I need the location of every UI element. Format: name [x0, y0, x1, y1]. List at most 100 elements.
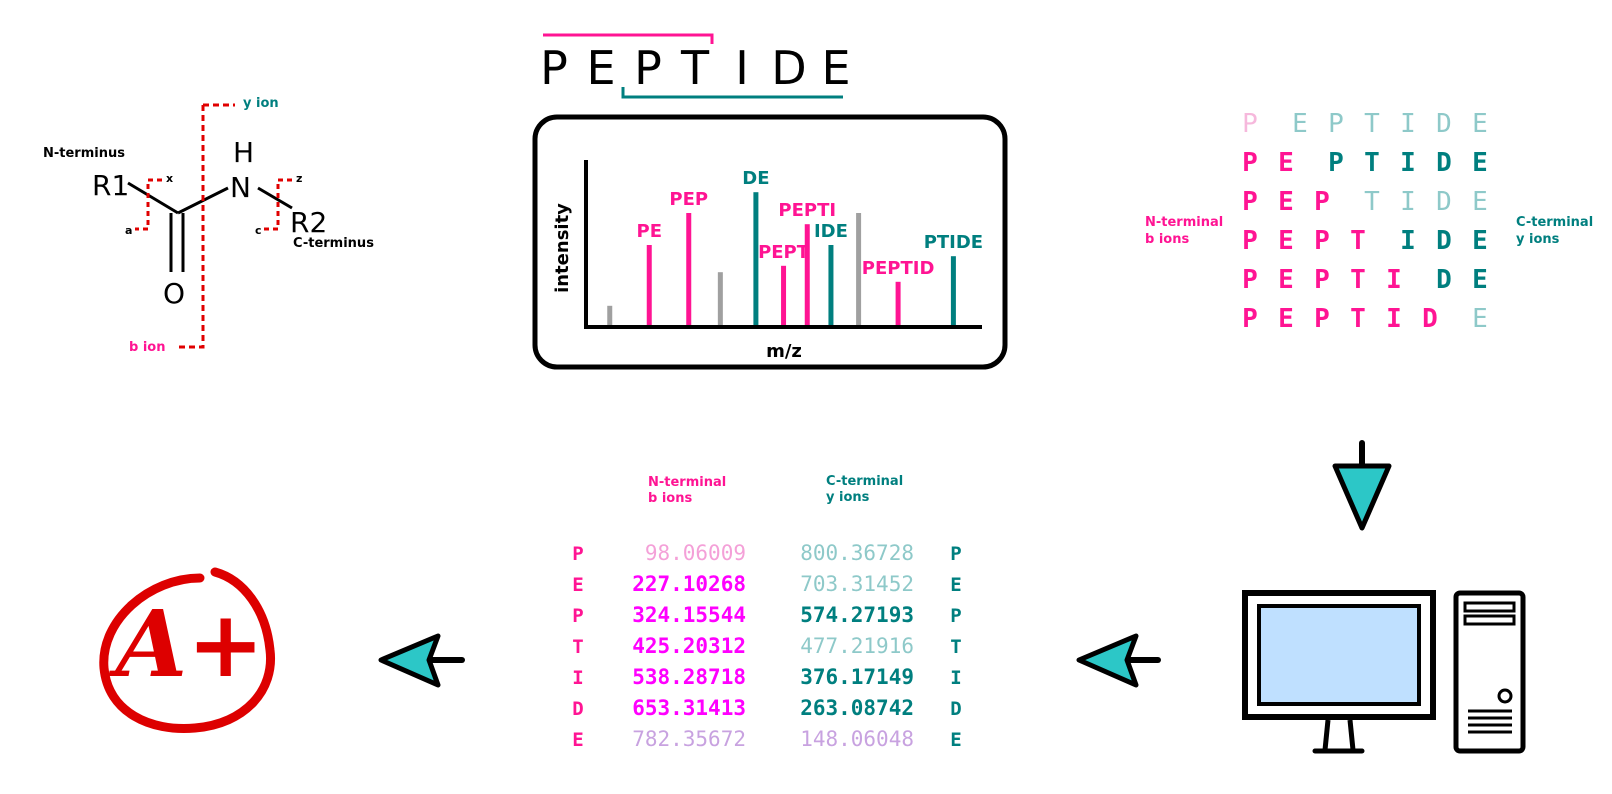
table-residue-b: D [572, 698, 583, 720]
ladder-letter: I [1400, 226, 1416, 256]
ladder-letter: P [1242, 265, 1258, 295]
n-atom: N [230, 171, 251, 204]
ladder-letter: P [1242, 304, 1258, 334]
h-atom: H [233, 136, 254, 169]
title-letter: T [680, 41, 710, 95]
spectrum-bar [828, 245, 834, 325]
bar-label: DE [742, 168, 769, 189]
ladder-letter: P [1242, 148, 1258, 178]
table-c-header-2: y ions [826, 490, 870, 505]
r2-label: R2 [290, 206, 327, 239]
spectrum-bar [717, 272, 723, 325]
ladder-letter: T [1364, 109, 1380, 139]
ladder-letter: T [1364, 187, 1380, 217]
ladder-letter: E [1472, 265, 1488, 295]
table-residue-y: T [950, 636, 961, 658]
b-y-cleavage-line [178, 105, 205, 349]
spectrum-bar [856, 213, 862, 325]
ladder-letter: P [1328, 109, 1344, 139]
spectrum-bar [950, 256, 956, 325]
bar-label: IDE [814, 221, 848, 242]
table-b-mass: 782.35672 [632, 727, 746, 751]
ladder-letter: E [1278, 187, 1294, 217]
ladder-letter: E [1472, 148, 1488, 178]
spectrum-bar [781, 265, 787, 325]
c-ion-label: c [255, 224, 262, 237]
ladder-letter: E [1292, 109, 1308, 139]
bar-label: PEP [669, 189, 708, 210]
computer-icon [1242, 590, 1526, 754]
table-residue-y: E [950, 574, 961, 596]
ladder-letter: T [1350, 265, 1366, 295]
ladder-letter: E [1278, 304, 1294, 334]
left-arrow-icon-right [1076, 633, 1161, 688]
y-ion-label: y ion [243, 96, 279, 111]
table-b-mass: 538.28718 [632, 665, 746, 689]
table-residue-b: E [572, 574, 583, 596]
table-y-mass: 376.17149 [800, 665, 914, 689]
ladder-letter: I [1400, 187, 1416, 217]
r1-label: R1 [92, 169, 129, 202]
ladder-letter: D [1436, 109, 1452, 139]
ladder-letter: I [1386, 304, 1402, 334]
grade-icon: A+ [99, 567, 276, 733]
table-residue-y: P [950, 605, 961, 627]
table-y-mass: 574.27193 [800, 603, 914, 627]
spectrum-bar [646, 245, 652, 325]
table-b-mass: 653.31413 [632, 696, 746, 720]
ladder-c-label-2: y ions [1516, 232, 1560, 247]
ladder-letter: P [1328, 148, 1344, 178]
grade-circle [99, 567, 276, 733]
peptide-bond-structure: R1 N H O R2 N-terminus C-terminus y ion … [43, 96, 374, 355]
y-axis-label: intensity [552, 203, 573, 293]
spectrum-bar [753, 192, 759, 325]
table-y-mass: 477.21916 [800, 634, 914, 658]
bar-label: PE [637, 221, 663, 242]
ladder-letter: E [1472, 304, 1488, 334]
ladder-letter: E [1472, 226, 1488, 256]
left-arrow-icon-left [378, 633, 465, 688]
title-letter: P [634, 41, 662, 95]
z-ion-label: z [296, 172, 302, 185]
table-y-mass: 148.06048 [800, 727, 914, 751]
bond-r1-c [127, 181, 179, 215]
x-axis-label: m/z [766, 341, 802, 362]
table-n-header-2: b ions [648, 491, 692, 506]
ladder-n-label-2: b ions [1145, 232, 1189, 247]
spectrum-bar [804, 224, 810, 325]
table-residue-y: D [950, 698, 961, 720]
bar-label: PEPT [758, 242, 810, 263]
x-ion-label: x [166, 172, 173, 185]
spectrum-frame [532, 114, 1008, 370]
ladder-letter: T [1350, 304, 1366, 334]
table-c-header-1: C-terminal [826, 474, 903, 489]
bond-n-r2 [257, 186, 293, 210]
title-letter: E [821, 41, 850, 95]
ladder-letter: I [1400, 148, 1416, 178]
title-letter: E [586, 41, 615, 95]
ladder-letter: P [1242, 226, 1258, 256]
grade-text: A+ [108, 590, 264, 698]
ladder-letter: E [1278, 148, 1294, 178]
ladder-letter: P [1314, 304, 1330, 334]
table-residue-b: I [572, 667, 583, 689]
n-terminus-label: N-terminus [43, 146, 125, 161]
table-residue-b: P [572, 605, 583, 627]
b-fragment-bracket [543, 33, 714, 44]
a-ion-label: a [125, 224, 132, 237]
a-x-cleavage-line [135, 178, 162, 231]
ladder-letter: E [1472, 109, 1488, 139]
table-b-mass: 227.10268 [632, 572, 746, 596]
table-residue-y: I [950, 667, 961, 689]
table-n-header-1: N-terminal [648, 475, 726, 490]
title-letter: D [771, 41, 806, 95]
table-residue-y: E [950, 729, 961, 751]
ladder-letter: I [1386, 265, 1402, 295]
table-residue-y: P [950, 543, 961, 565]
ladder-letter: P [1314, 187, 1330, 217]
ladder-c-label-1: C-terminal [1516, 215, 1593, 230]
c-terminus-label: C-terminus [293, 236, 374, 251]
